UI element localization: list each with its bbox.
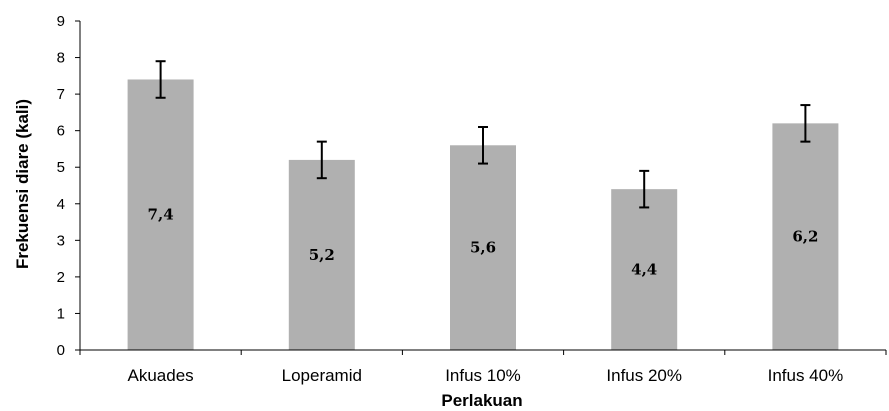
data-labels: 7,4 5,2 5,6 4,4 6,2: [148, 206, 819, 279]
y-tick-label: 4: [57, 196, 65, 213]
y-tick-label: 6: [57, 123, 65, 140]
x-tick-label: Infus 20%: [606, 366, 682, 385]
error-bar: [478, 126, 488, 165]
x-axis-title: Perlakuan: [441, 391, 522, 410]
bars: [127, 79, 839, 350]
x-tick-label: Infus 40%: [768, 366, 844, 385]
error-bar: [155, 60, 166, 99]
error-bar: [316, 140, 327, 180]
y-tick-label: 7: [57, 86, 65, 103]
x-tick-label: Loperamid: [282, 366, 362, 385]
data-label: 5,2: [309, 246, 335, 264]
data-label: 6,2: [792, 228, 818, 246]
y-tick-label: 1: [57, 305, 65, 322]
y-tick-label: 2: [57, 269, 65, 286]
y-axis-ticks: 0 1 2 3 4 5 6 7 8 9: [57, 13, 80, 359]
bar: [127, 79, 194, 350]
x-axis-ticks: Akuades Loperamid Infus 10% Infus 20% Infus …: [79, 350, 887, 385]
bar: [288, 159, 355, 350]
bar: [611, 189, 678, 350]
y-tick-label: 0: [57, 342, 65, 359]
y-tick-label: 8: [57, 50, 65, 67]
data-label: 5,6: [470, 239, 496, 257]
x-tick-label: Akuades: [128, 366, 194, 385]
bar: [450, 145, 516, 350]
error-bar: [639, 169, 650, 209]
y-tick-label: 5: [57, 159, 65, 176]
y-tick-label: 3: [57, 232, 65, 249]
data-label: 7,4: [148, 206, 174, 224]
y-tick-label: 9: [57, 13, 65, 30]
bar: [772, 123, 839, 350]
y-axis-title: Frekuensi diare (kali): [13, 99, 32, 269]
error-bar: [800, 104, 811, 143]
x-tick-label: Infus 10%: [445, 366, 521, 385]
error-bars: [155, 60, 811, 209]
data-label: 4,4: [631, 261, 657, 279]
